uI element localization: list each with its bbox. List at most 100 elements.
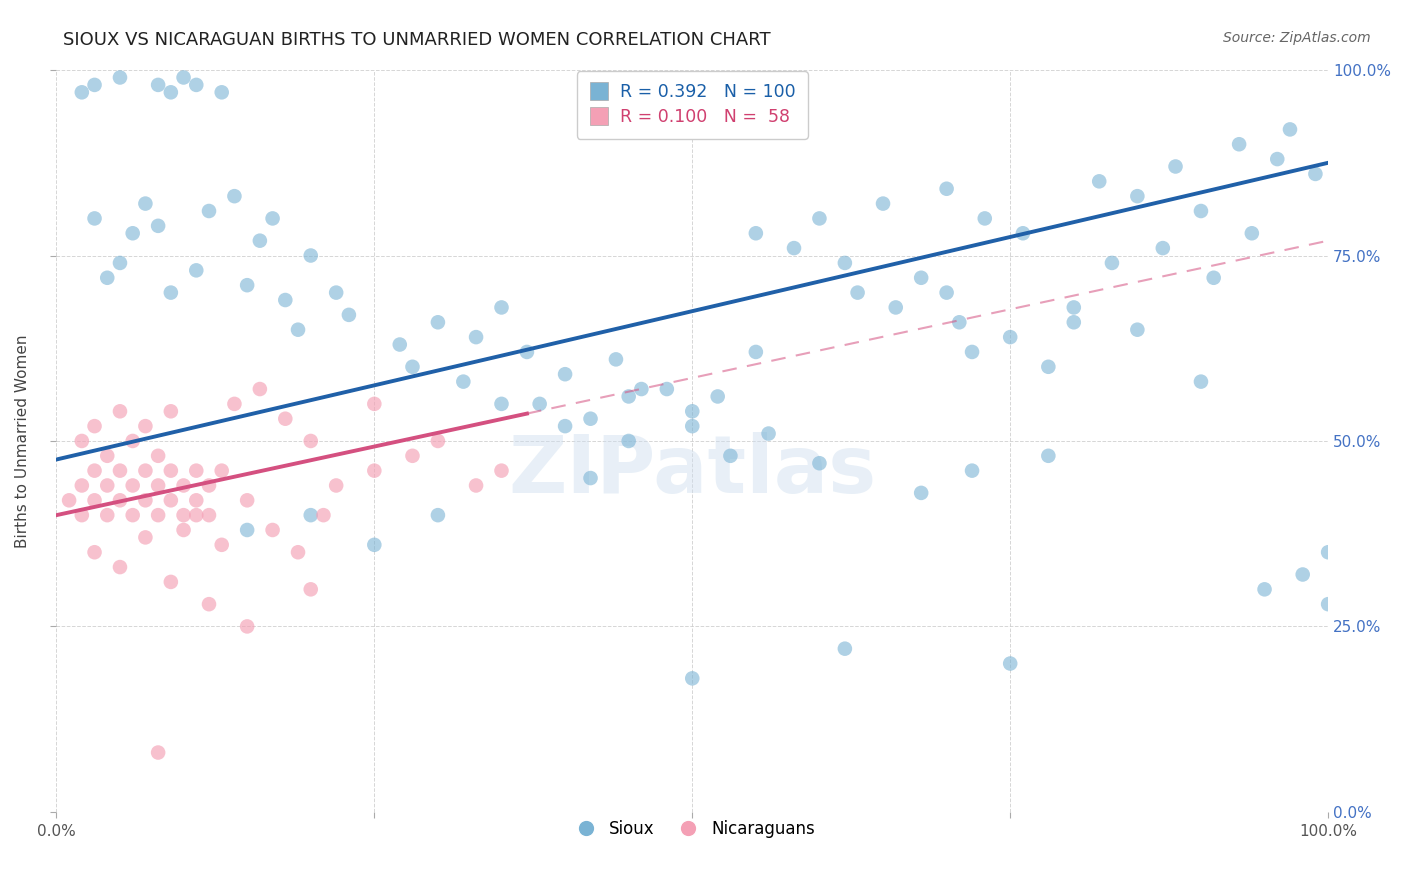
Point	[224, 189, 246, 203]
Point	[1240, 227, 1263, 241]
Point	[160, 404, 183, 418]
Point	[299, 582, 322, 597]
Point	[173, 478, 195, 492]
Point	[453, 375, 475, 389]
Point	[808, 456, 831, 470]
Point	[1317, 545, 1340, 559]
Point	[948, 315, 970, 329]
Point	[211, 538, 233, 552]
Point	[121, 434, 143, 448]
Point	[198, 508, 221, 523]
Point	[1227, 137, 1250, 152]
Point	[160, 285, 183, 300]
Point	[401, 359, 423, 374]
Point	[146, 746, 169, 760]
Point	[198, 597, 221, 611]
Point	[108, 560, 131, 574]
Point	[491, 301, 513, 315]
Point	[83, 464, 105, 478]
Point	[146, 449, 169, 463]
Point	[249, 382, 271, 396]
Point	[846, 285, 869, 300]
Point	[58, 493, 80, 508]
Point	[554, 368, 576, 382]
Point	[325, 285, 347, 300]
Point	[960, 345, 983, 359]
Point	[758, 426, 780, 441]
Point	[935, 182, 957, 196]
Point	[872, 196, 894, 211]
Point	[1038, 449, 1060, 463]
Point	[960, 464, 983, 478]
Point	[910, 486, 932, 500]
Point	[108, 404, 131, 418]
Point	[706, 389, 728, 403]
Point	[1038, 359, 1060, 374]
Point	[1278, 122, 1301, 136]
Point	[834, 641, 856, 656]
Point	[146, 478, 169, 492]
Point	[262, 523, 284, 537]
Point	[83, 78, 105, 92]
Point	[1189, 375, 1212, 389]
Point	[274, 411, 297, 425]
Point	[134, 196, 156, 211]
Point	[1063, 315, 1085, 329]
Point	[1126, 323, 1149, 337]
Point	[998, 330, 1021, 344]
Point	[745, 227, 768, 241]
Point	[160, 574, 183, 589]
Point	[186, 493, 208, 508]
Point	[388, 337, 411, 351]
Point	[1265, 152, 1288, 166]
Point	[1305, 167, 1327, 181]
Point	[617, 389, 640, 403]
Point	[1164, 160, 1187, 174]
Point	[579, 411, 602, 425]
Point	[363, 538, 385, 552]
Point	[426, 434, 449, 448]
Point	[1292, 567, 1315, 582]
Legend: Sioux, Nicaraguans: Sioux, Nicaraguans	[562, 813, 823, 845]
Point	[134, 464, 156, 478]
Point	[134, 530, 156, 544]
Point	[299, 248, 322, 262]
Text: ZIPatlas: ZIPatlas	[508, 432, 876, 509]
Point	[70, 478, 93, 492]
Point	[236, 523, 259, 537]
Point	[1088, 174, 1111, 188]
Point	[325, 478, 347, 492]
Point	[998, 657, 1021, 671]
Point	[554, 419, 576, 434]
Point	[808, 211, 831, 226]
Point	[655, 382, 678, 396]
Point	[491, 464, 513, 478]
Point	[96, 270, 118, 285]
Point	[134, 493, 156, 508]
Point	[160, 464, 183, 478]
Point	[516, 345, 538, 359]
Point	[96, 508, 118, 523]
Point	[186, 78, 208, 92]
Point	[1063, 301, 1085, 315]
Point	[1317, 597, 1340, 611]
Point	[83, 211, 105, 226]
Point	[96, 449, 118, 463]
Point	[96, 478, 118, 492]
Point	[186, 263, 208, 277]
Point	[198, 478, 221, 492]
Point	[70, 85, 93, 99]
Point	[160, 493, 183, 508]
Point	[1152, 241, 1174, 255]
Point	[681, 419, 703, 434]
Point	[529, 397, 551, 411]
Point	[108, 493, 131, 508]
Point	[1101, 256, 1123, 270]
Point	[718, 449, 741, 463]
Point	[211, 85, 233, 99]
Point	[173, 508, 195, 523]
Point	[363, 464, 385, 478]
Point	[173, 70, 195, 85]
Point	[146, 219, 169, 233]
Point	[249, 234, 271, 248]
